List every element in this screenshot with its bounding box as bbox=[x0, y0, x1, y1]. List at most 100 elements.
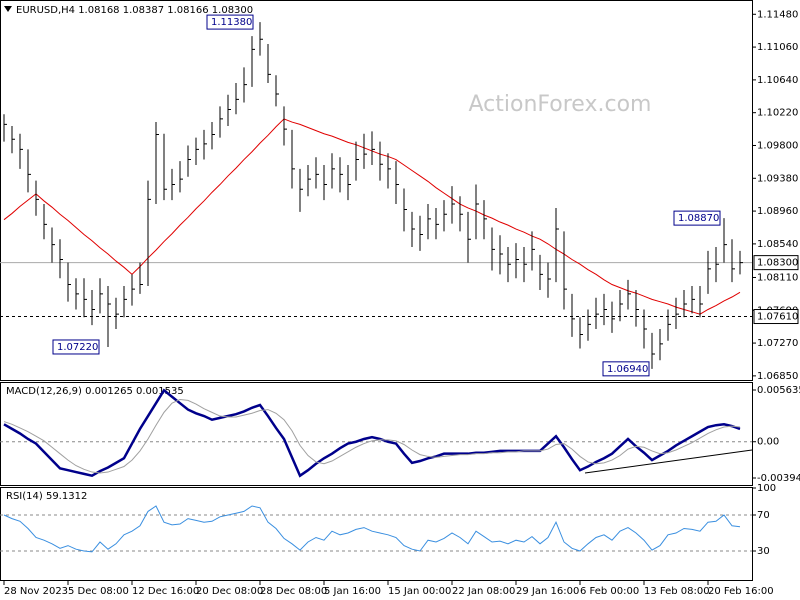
indicator-line bbox=[3, 398, 741, 474]
ohlc-bar bbox=[355, 141, 359, 181]
ohlc-bar bbox=[571, 293, 575, 337]
y-tick-label: -0.003949 bbox=[757, 473, 800, 484]
ohlc-bar bbox=[19, 133, 23, 169]
ohlc-bar bbox=[699, 286, 703, 318]
price-panel bbox=[0, 0, 753, 381]
y-tick-label: 0.00 bbox=[757, 437, 779, 448]
ohlc-bar bbox=[363, 133, 367, 169]
ohlc-bar bbox=[179, 161, 183, 193]
ohlc-bar bbox=[499, 235, 503, 275]
ohlc-bar bbox=[267, 43, 271, 84]
ohlc-bar bbox=[243, 67, 247, 103]
ohlc-bar bbox=[339, 157, 343, 193]
ohlc-bar bbox=[43, 204, 47, 240]
y-tick-label: 0.005635 bbox=[757, 385, 800, 396]
y-tick-label: 70 bbox=[757, 510, 770, 521]
ohlc-bar bbox=[187, 145, 191, 177]
y-tick-label: 1.08960 bbox=[757, 206, 798, 217]
ohlc-bar bbox=[715, 247, 719, 283]
ohlc-bar bbox=[155, 122, 159, 205]
ohlc-bar bbox=[67, 262, 71, 302]
x-tick-label: 6 Feb 00:00 bbox=[580, 586, 639, 597]
ohlc-bar bbox=[27, 149, 31, 193]
x-tick-label: 12 Dec 16:00 bbox=[132, 586, 199, 597]
ohlc-bar bbox=[3, 114, 7, 142]
ohlc-bar bbox=[291, 129, 295, 189]
ohlc-bar bbox=[475, 184, 479, 240]
ohlc-bar bbox=[131, 274, 135, 306]
price-label: 1.07610 bbox=[757, 312, 798, 323]
x-tick-label: 20 Dec 08:00 bbox=[196, 586, 263, 597]
y-tick-label: 1.09380 bbox=[757, 173, 798, 184]
y-tick-label: 1.10640 bbox=[757, 75, 798, 86]
ohlc-bar bbox=[723, 218, 727, 263]
annotation-box bbox=[602, 361, 650, 377]
y-tick-label: 1.06850 bbox=[757, 371, 798, 382]
price-label: 1.08300 bbox=[757, 258, 798, 269]
ohlc-bar bbox=[515, 243, 519, 279]
y-tick-label: 100 bbox=[757, 483, 776, 494]
ohlc-bar bbox=[603, 293, 607, 326]
ohlc-bar bbox=[555, 207, 559, 283]
ohlc-bar bbox=[403, 188, 407, 232]
ohlc-bar bbox=[595, 297, 599, 330]
ohlc-bar bbox=[315, 157, 319, 189]
ohlc-bar bbox=[707, 250, 711, 294]
ohlc-bar bbox=[387, 153, 391, 189]
ohlc-bar bbox=[307, 165, 311, 197]
price-label-box bbox=[753, 255, 799, 271]
ohlc-bar bbox=[323, 165, 327, 201]
ohlc-bar bbox=[531, 231, 535, 271]
ohlc-bar bbox=[299, 168, 303, 212]
y-tick-label: 1.07270 bbox=[757, 338, 798, 349]
x-tick-label: 13 Feb 08:00 bbox=[644, 586, 710, 597]
y-tick-label: 1.08540 bbox=[757, 239, 798, 250]
ohlc-bar bbox=[547, 262, 551, 298]
ohlc-bar bbox=[491, 227, 495, 271]
annotation-box bbox=[673, 210, 721, 226]
menu-arrow bbox=[4, 6, 12, 12]
ohlc-bar bbox=[627, 279, 631, 310]
indicator-line bbox=[3, 505, 741, 553]
ohlc-bar bbox=[659, 329, 663, 361]
ohlc-bar bbox=[11, 125, 15, 154]
ohlc-bar bbox=[259, 22, 263, 56]
ohlc-bar bbox=[691, 286, 695, 314]
ohlc-bar bbox=[675, 297, 679, 330]
y-tick-label: 1.11060 bbox=[757, 42, 798, 53]
rsi-title: RSI(14) 59.1312 bbox=[6, 491, 87, 502]
ohlc-bar bbox=[443, 200, 447, 232]
ohlc-bar bbox=[467, 211, 471, 263]
ohlc-bar bbox=[739, 250, 743, 275]
ohlc-bar bbox=[91, 289, 95, 326]
ohlc-bar bbox=[379, 141, 383, 181]
ohlc-bar bbox=[107, 286, 111, 347]
x-tick-label: 22 Jan 08:00 bbox=[452, 586, 515, 597]
ohlc-bar bbox=[419, 215, 423, 251]
rsi-panel bbox=[0, 487, 753, 581]
x-tick-label: 29 Jan 16:00 bbox=[516, 586, 579, 597]
ohlc-bar bbox=[683, 289, 687, 318]
ohlc-bar bbox=[411, 211, 415, 248]
ohlc-bar bbox=[435, 207, 439, 240]
annotation-label: 1.11380 bbox=[211, 17, 252, 28]
ohlc-bar bbox=[451, 186, 455, 224]
ohlc-bar bbox=[59, 239, 63, 279]
ohlc-bar bbox=[611, 301, 615, 333]
ohlc-bar bbox=[643, 309, 647, 349]
trend-line bbox=[584, 449, 753, 474]
indicator-line bbox=[3, 388, 741, 478]
chart-title: EURUSD,H4 1.08168 1.08387 1.08166 1.0830… bbox=[16, 5, 253, 16]
ohlc-bar bbox=[35, 180, 39, 216]
annotation-box bbox=[52, 339, 100, 355]
ohlc-bar bbox=[283, 106, 287, 146]
x-tick-label: 15 Jan 00:00 bbox=[388, 586, 451, 597]
annotation-label: 1.08870 bbox=[678, 213, 719, 224]
ohlc-bar bbox=[115, 297, 119, 330]
price-label-box bbox=[753, 309, 799, 325]
ohlc-bar bbox=[507, 247, 511, 283]
ohlc-bar bbox=[587, 309, 591, 341]
ohlc-bar bbox=[123, 286, 127, 318]
ohlc-bar bbox=[275, 75, 279, 107]
